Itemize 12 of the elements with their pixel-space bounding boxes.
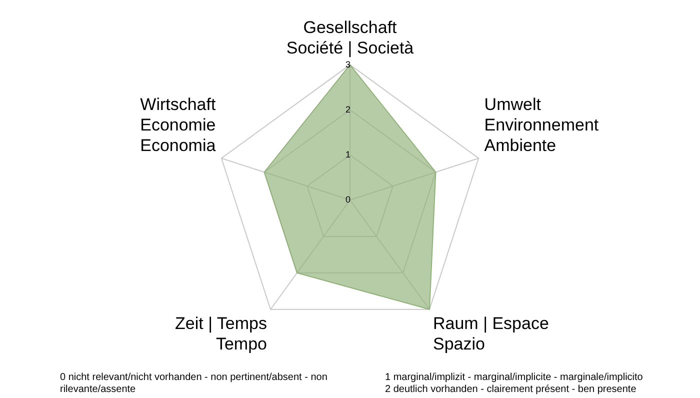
y-tick-label: 1 [345, 149, 351, 160]
y-tick-label: 0 [345, 194, 351, 204]
y-tick-label: 2 [345, 104, 351, 114]
spoke-label: Zeit | Temps Tempo [175, 314, 268, 354]
y-tick-label: 3 [345, 59, 351, 70]
spoke-label: Gesellschaft Société | Società [286, 18, 414, 58]
text: 1 marginal/implizit - marginal/implicite - marginale/implicito [385, 372, 644, 384]
spoke-label: Umwelt Environnement Ambiente [484, 95, 599, 155]
text: 0 nicht relevant/nicht vorhanden - non pertinent/absent - non rilevante/assente [60, 372, 328, 396]
text: 2 deutlich vorhanden - clairement présent - ben presente [385, 384, 638, 396]
spoke-label: Wirtschaft Economie Economia [140, 95, 216, 155]
spoke-label: Raum | Espace Spazio [432, 314, 549, 354]
